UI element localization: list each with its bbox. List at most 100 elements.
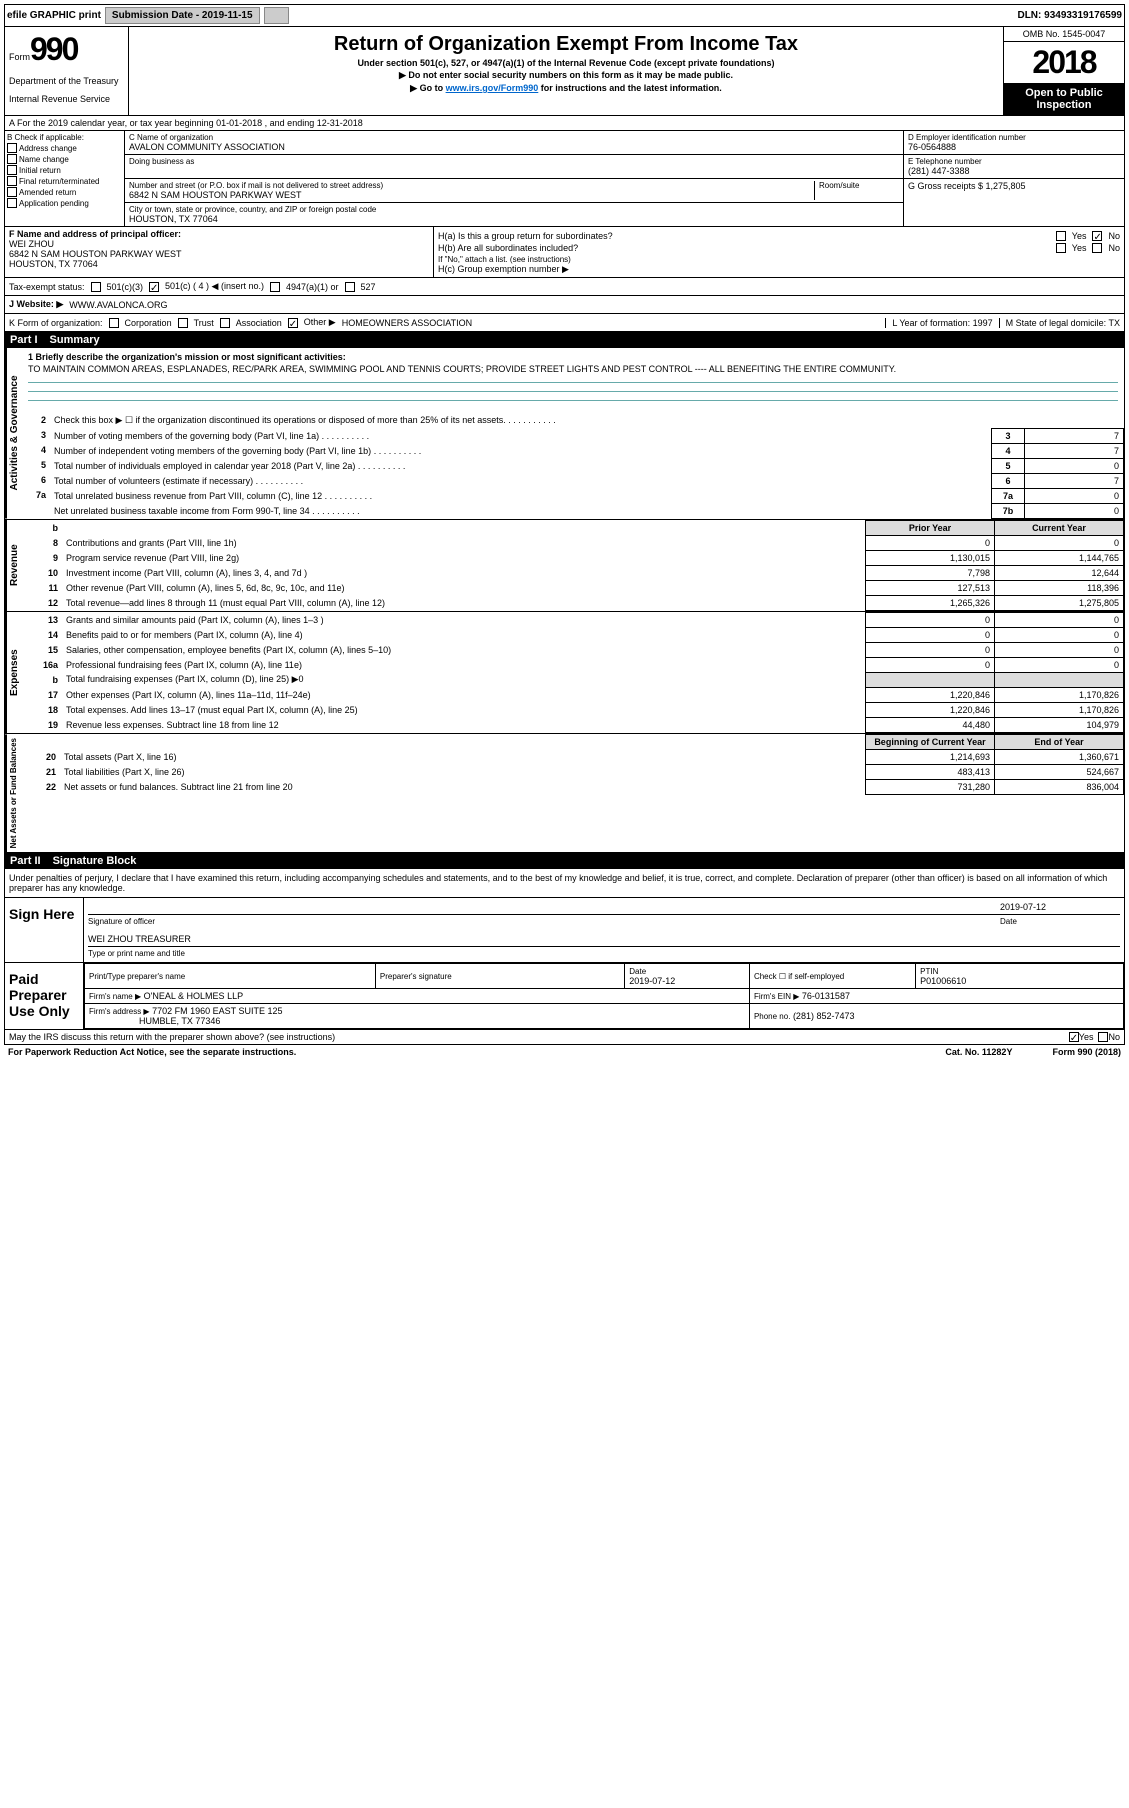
- goto-pre: ▶ Go to: [410, 83, 445, 93]
- netassets-section: Net Assets or Fund Balances Beginning of…: [4, 734, 1125, 853]
- city-value: HOUSTON, TX 77064: [129, 214, 899, 224]
- gross-receipts: G Gross receipts $ 1,275,805: [908, 181, 1120, 191]
- col-prior: Prior Year: [866, 520, 995, 535]
- table-row: 21Total liabilities (Part X, line 26)483…: [20, 764, 1124, 779]
- prep-selfemp-label: Check ☐ if self-employed: [754, 972, 844, 981]
- omb-number: OMB No. 1545-0047: [1004, 27, 1124, 42]
- box-b-checkboxes: B Check if applicable: Address change Na…: [5, 131, 125, 226]
- phone-value: (281) 447-3388: [908, 166, 1120, 176]
- table-row: 14Benefits paid to or for members (Part …: [22, 627, 1124, 642]
- firm-ein: 76-0131587: [802, 991, 850, 1001]
- prep-name-label: Print/Type preparer's name: [89, 972, 185, 981]
- chk-address[interactable]: [7, 143, 17, 153]
- phone-label: E Telephone number: [908, 157, 1120, 166]
- chk-527[interactable]: [345, 282, 355, 292]
- table-row: 15Salaries, other compensation, employee…: [22, 642, 1124, 657]
- tax-status-row: Tax-exempt status: 501(c)(3) 501(c) ( 4 …: [4, 278, 1125, 296]
- table-row: 17Other expenses (Part IX, column (A), l…: [22, 687, 1124, 702]
- chk-501c3[interactable]: [91, 282, 101, 292]
- table-row: 12Total revenue—add lines 8 through 11 (…: [22, 595, 1124, 610]
- table-row: 20Total assets (Part X, line 16)1,214,69…: [20, 749, 1124, 764]
- chk-name[interactable]: [7, 154, 17, 164]
- city-label: City or town, state or province, country…: [129, 205, 899, 214]
- website-label: J Website: ▶: [9, 299, 63, 310]
- chk-assoc[interactable]: [220, 318, 230, 328]
- dln-label: DLN: 93493319176599: [1017, 10, 1122, 21]
- part2-header: Part II Signature Block: [4, 853, 1125, 869]
- col-current: Current Year: [995, 520, 1124, 535]
- chk-initial[interactable]: [7, 165, 17, 175]
- expenses-section: Expenses 13Grants and similar amounts pa…: [4, 612, 1125, 734]
- org-name: AVALON COMMUNITY ASSOCIATION: [129, 142, 899, 152]
- irs-link[interactable]: www.irs.gov/Form990: [446, 83, 539, 93]
- prep-sig-label: Preparer's signature: [380, 972, 452, 981]
- firm-ein-label: Firm's EIN ▶: [754, 992, 799, 1001]
- chk-amended[interactable]: [7, 187, 17, 197]
- form-footer: Form 990 (2018): [1052, 1047, 1121, 1057]
- hb-label: H(b) Are all subordinates included?: [438, 243, 578, 253]
- revenue-table: b Prior Year Current Year 8Contributions…: [22, 520, 1124, 611]
- open-public-badge: Open to Public Inspection: [1004, 83, 1124, 115]
- table-row: 8Contributions and grants (Part VIII, li…: [22, 535, 1124, 550]
- ha-no[interactable]: [1092, 231, 1102, 241]
- chk-final[interactable]: [7, 176, 17, 186]
- vlabel-governance: Activities & Governance: [5, 348, 22, 519]
- table-row: 9Program service revenue (Part VIII, lin…: [22, 550, 1124, 565]
- ha-label: H(a) Is this a group return for subordin…: [438, 231, 613, 241]
- prep-date: 2019-07-12: [629, 976, 675, 986]
- hb-note: If "No," attach a list. (see instruction…: [438, 255, 1120, 264]
- hb-yes[interactable]: [1056, 243, 1066, 253]
- col-begin: Beginning of Current Year: [866, 734, 995, 749]
- website-value: WWW.AVALONCA.ORG: [69, 300, 167, 310]
- discuss-yes[interactable]: [1069, 1032, 1079, 1042]
- firm-name-label: Firm's name ▶: [89, 992, 141, 1001]
- form-header: Form 990 Department of the Treasury Inte…: [4, 27, 1125, 116]
- footer-bottom: For Paperwork Reduction Act Notice, see …: [4, 1045, 1125, 1059]
- other-value: HOMEOWNERS ASSOCIATION: [342, 318, 472, 328]
- ein-label: D Employer identification number: [908, 133, 1120, 142]
- discuss-no[interactable]: [1098, 1032, 1108, 1042]
- part1-header: Part I Summary: [4, 332, 1125, 348]
- form-subtitle-2: ▶ Do not enter social security numbers o…: [133, 70, 999, 81]
- sig-officer-label: Signature of officer: [88, 917, 1000, 926]
- firm-phone: (281) 852-7473: [793, 1011, 855, 1021]
- dept-irs: Internal Revenue Service: [9, 94, 124, 104]
- hc-label: H(c) Group exemption number ▶: [438, 264, 1120, 275]
- part2-label: Part II: [10, 855, 41, 867]
- chk-pending[interactable]: [7, 198, 17, 208]
- form-number: 990: [30, 31, 77, 68]
- chk-trust[interactable]: [178, 318, 188, 328]
- table-row: 22Net assets or fund balances. Subtract …: [20, 779, 1124, 794]
- chk-corp[interactable]: [109, 318, 119, 328]
- ha-yes[interactable]: [1056, 231, 1066, 241]
- sig-date: 2019-07-12: [1000, 902, 1120, 912]
- blank-button[interactable]: [264, 7, 289, 24]
- hb-no[interactable]: [1092, 243, 1102, 253]
- date-label: Date: [1000, 917, 1120, 926]
- cat-no: Cat. No. 11282Y: [945, 1047, 1012, 1057]
- expenses-table: 13Grants and similar amounts paid (Part …: [22, 612, 1124, 733]
- room-label: Room/suite: [819, 181, 899, 190]
- ptin-value: P01006610: [920, 976, 966, 986]
- chk-other[interactable]: [288, 318, 298, 328]
- paid-preparer-label: Paid Preparer Use Only: [5, 963, 84, 1029]
- officer-label: F Name and address of principal officer:: [9, 229, 429, 239]
- addr-value: 6842 N SAM HOUSTON PARKWAY WEST: [129, 190, 814, 200]
- m-state: M State of legal domicile: TX: [999, 318, 1120, 328]
- preparer-table: Print/Type preparer's name Preparer's si…: [84, 963, 1124, 1029]
- vlabel-revenue: Revenue: [5, 520, 22, 611]
- table-row: Net unrelated business taxable income fr…: [22, 503, 1124, 518]
- part2-title: Signature Block: [53, 855, 137, 867]
- tax-year: 2018: [1004, 42, 1124, 83]
- table-row: 6Total number of volunteers (estimate if…: [22, 473, 1124, 488]
- submission-date-button[interactable]: Submission Date - 2019-11-15: [105, 7, 260, 24]
- box-b-label: B Check if applicable:: [7, 133, 122, 142]
- chk-4947[interactable]: [270, 282, 280, 292]
- table-row: bTotal fundraising expenses (Part IX, co…: [22, 672, 1124, 687]
- revenue-section: Revenue b Prior Year Current Year 8Contr…: [4, 520, 1125, 612]
- officer-addr: 6842 N SAM HOUSTON PARKWAY WEST: [9, 249, 429, 259]
- table-row: 7aTotal unrelated business revenue from …: [22, 488, 1124, 503]
- form-word: Form: [9, 52, 30, 62]
- chk-501c[interactable]: [149, 282, 159, 292]
- part1-label: Part I: [10, 334, 38, 346]
